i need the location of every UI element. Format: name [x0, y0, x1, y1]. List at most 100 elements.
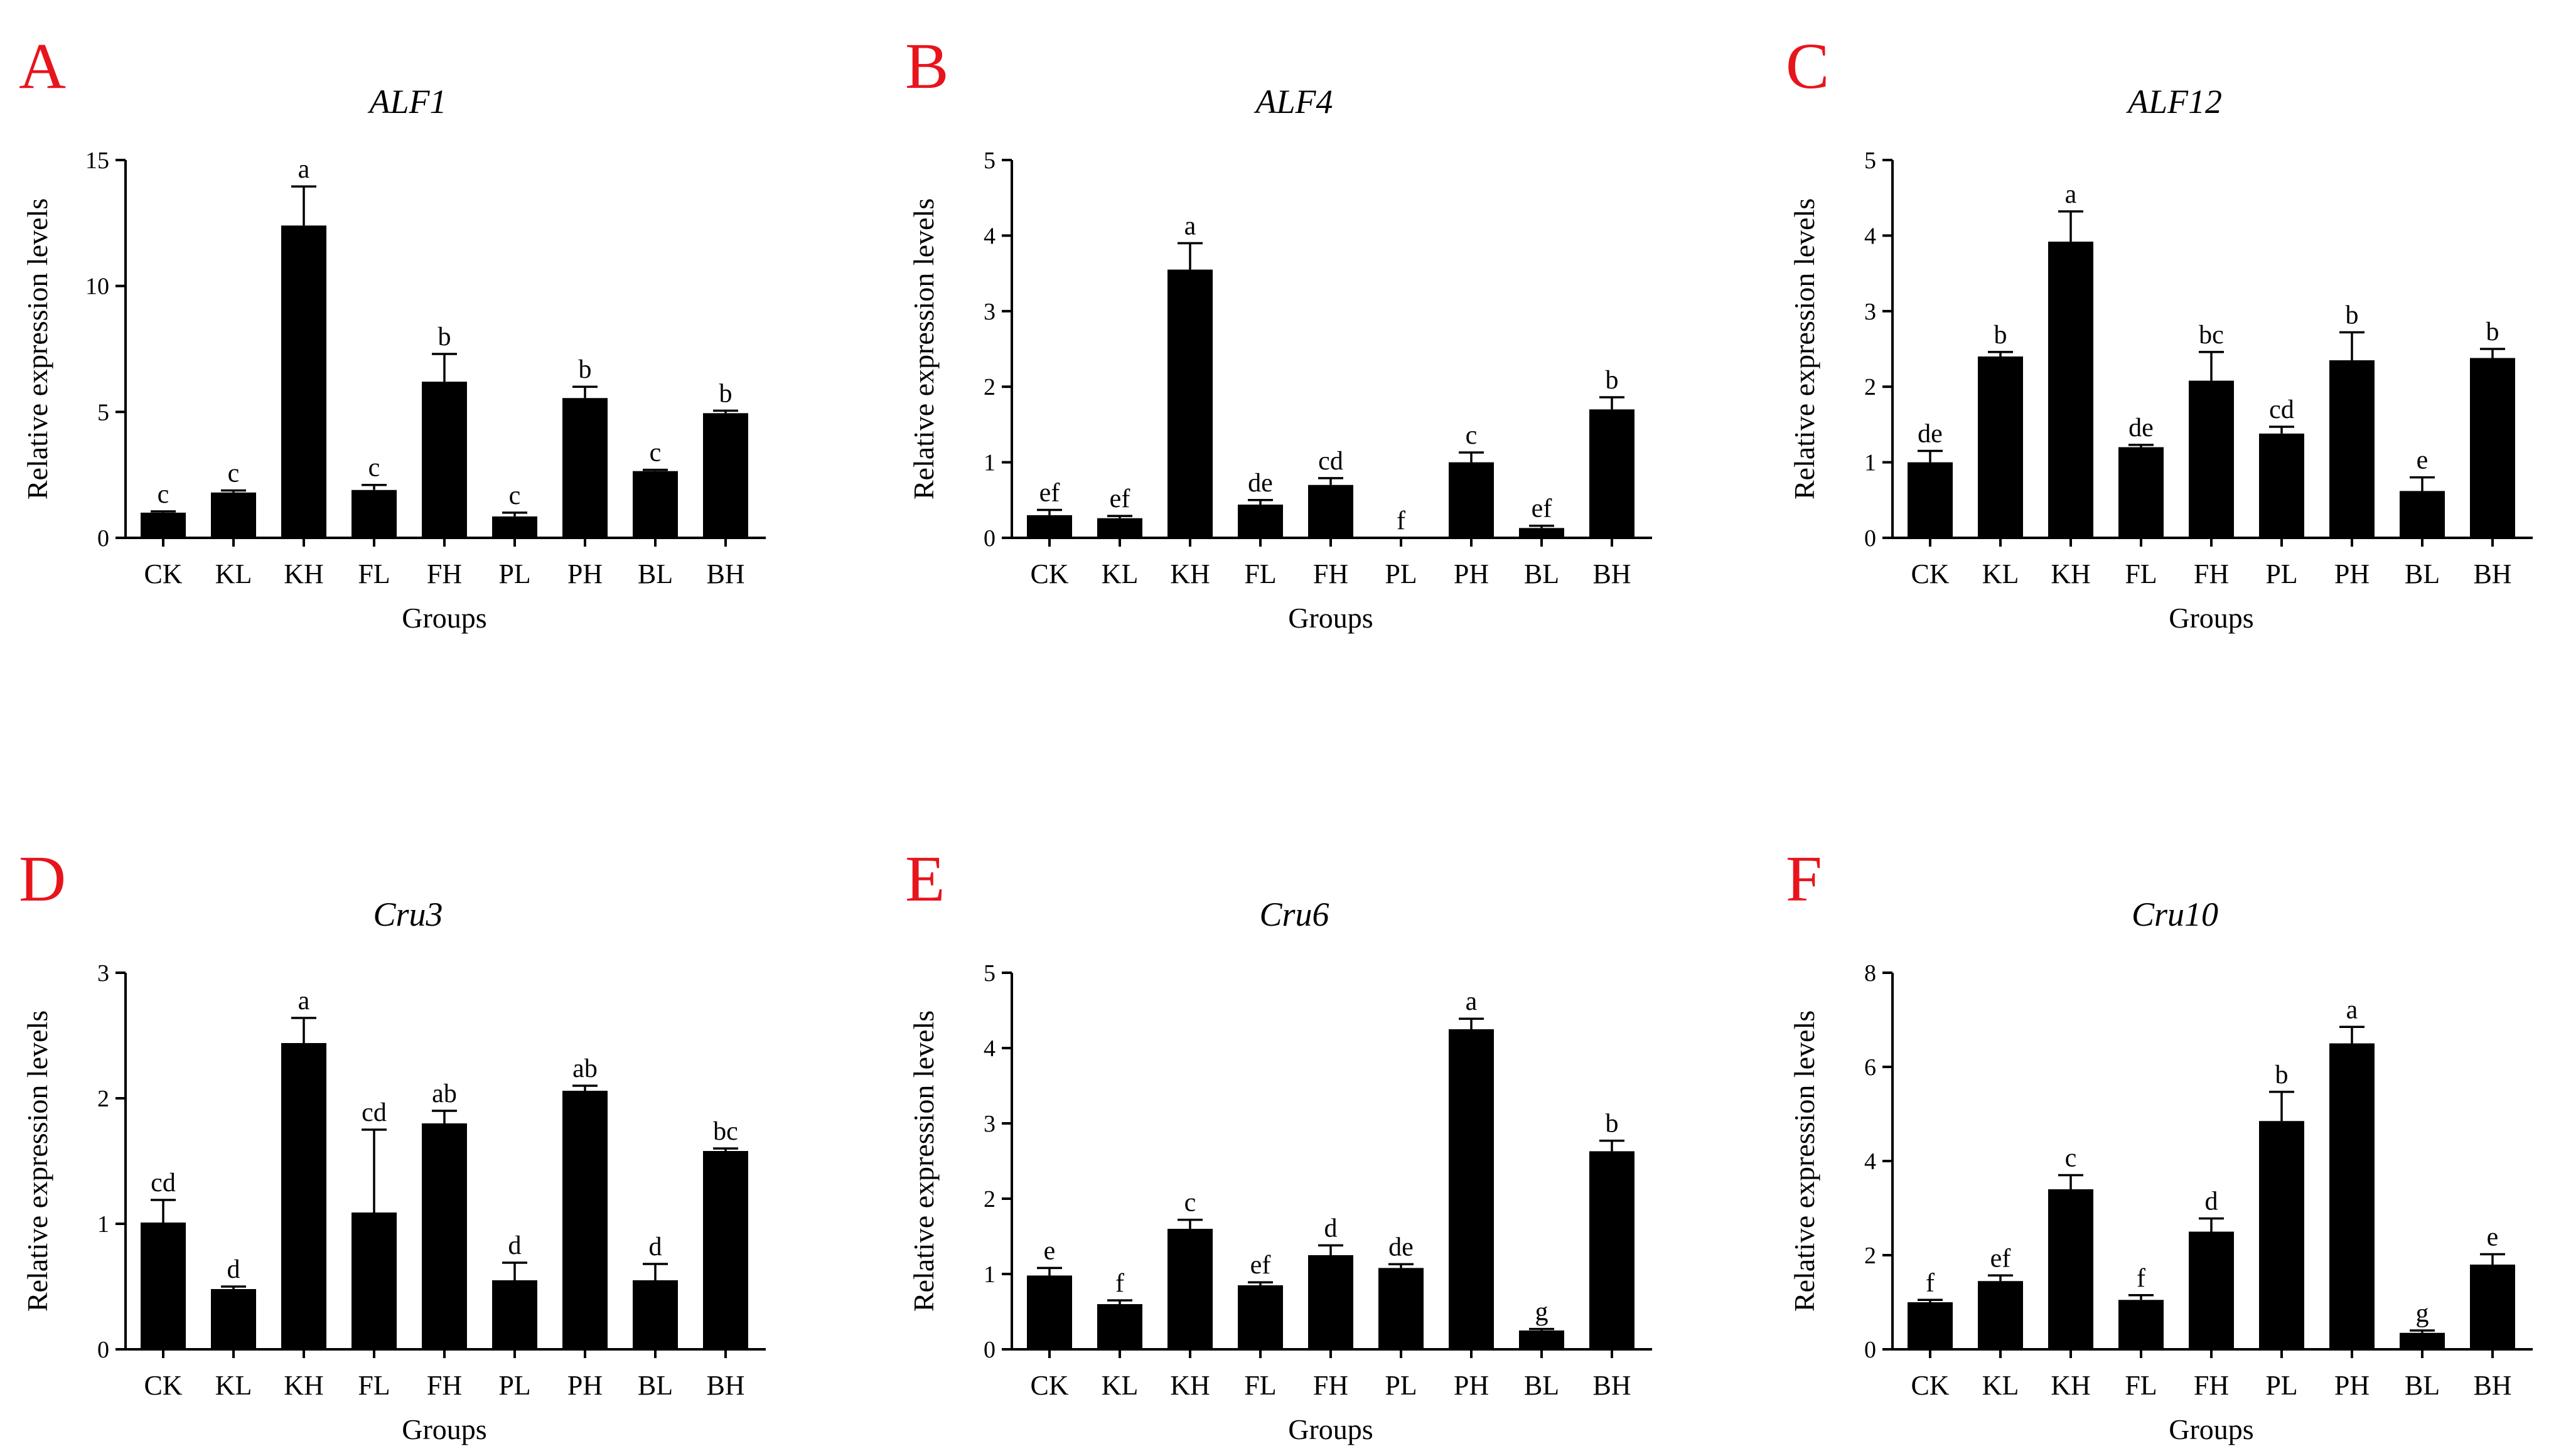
y-tick-label: 4: [984, 1036, 996, 1062]
category-label: FH: [1313, 559, 1348, 589]
category-label: PH: [567, 559, 603, 589]
panel-d: D Cru3 Relative expression levels 0 1 2 3 cd CK d…: [19, 843, 766, 1445]
chart-title: Cru3: [373, 896, 443, 933]
x-axis-title: Groups: [2169, 1413, 2253, 1445]
significance-label: de: [1388, 1233, 1414, 1261]
category-label: KH: [2051, 559, 2091, 589]
bar-bl: [1519, 528, 1564, 538]
significance-label: cd: [151, 1169, 176, 1197]
y-axis-title: Relative expression levels: [1788, 1010, 1820, 1312]
category-label: BH: [1592, 559, 1631, 589]
bar-bh: [703, 413, 748, 538]
bar-kl: [211, 492, 256, 538]
category-label: FH: [1313, 1370, 1348, 1401]
panel-letter: E: [905, 843, 945, 915]
bar-pl: [1378, 1268, 1424, 1349]
y-tick-label: 4: [1864, 223, 1876, 249]
category-label: CK: [1911, 1370, 1949, 1401]
bar-fl: [2118, 1300, 2164, 1349]
bar-fl: [2118, 447, 2164, 538]
x-axis-title: Groups: [1288, 1413, 1373, 1445]
significance-label: ef: [1532, 495, 1552, 523]
bar-ck: [141, 1223, 186, 1349]
significance-label: b: [438, 323, 451, 351]
y-tick-label: 2: [1864, 374, 1876, 400]
panel-letter: A: [19, 30, 66, 102]
bar-fl: [1238, 1285, 1283, 1349]
significance-label: ab: [572, 1054, 598, 1083]
bar-kh: [1167, 1229, 1213, 1349]
significance-label: c: [1466, 421, 1478, 450]
y-tick-label: 4: [1864, 1148, 1876, 1175]
bar-fh: [2189, 380, 2234, 538]
category-label: CK: [144, 1370, 182, 1401]
category-label: KL: [1102, 1370, 1139, 1401]
category-label: KH: [1170, 559, 1210, 589]
bar-ph: [562, 1091, 608, 1349]
category-label: KH: [284, 1370, 324, 1401]
significance-label: f: [1397, 506, 1405, 535]
bar-bl: [2400, 491, 2445, 538]
category-label: PH: [1454, 1370, 1489, 1401]
category-label: FH: [2194, 559, 2229, 589]
significance-label: cd: [2269, 395, 2294, 424]
x-axis-title: Groups: [402, 602, 486, 634]
category-label: BH: [706, 559, 744, 589]
y-axis-title: Relative expression levels: [908, 1010, 940, 1312]
category-label: KL: [1982, 1370, 2019, 1401]
chart-title: Cru10: [2132, 896, 2218, 933]
bar-ph: [1449, 462, 1494, 538]
y-tick-label: 4: [984, 223, 996, 249]
bar-bl: [2400, 1332, 2445, 1349]
y-tick-label: 6: [1864, 1054, 1876, 1081]
bar-kh: [281, 225, 326, 538]
y-tick-label: 0: [1864, 525, 1876, 552]
bar-ph: [2329, 360, 2375, 538]
category-label: BH: [1592, 1370, 1631, 1401]
category-label: PH: [567, 1370, 603, 1401]
significance-label: b: [1994, 321, 2007, 350]
bar-kl: [1978, 1281, 2023, 1349]
bar-ck: [141, 512, 186, 538]
category-label: FL: [358, 1370, 390, 1401]
panel-a: A ALF1 Relative expression levels 0 5 10 15 c CK…: [19, 30, 766, 634]
category-label: CK: [144, 559, 182, 589]
y-tick-label: 15: [85, 147, 109, 174]
bar-fh: [422, 382, 467, 538]
bar-ph: [562, 398, 608, 538]
significance-label: de: [2128, 414, 2154, 442]
bar-fh: [422, 1123, 467, 1349]
significance-label: ef: [1039, 478, 1060, 507]
significance-label: g: [1535, 1298, 1549, 1327]
bar-pl: [2259, 1121, 2304, 1349]
category-label: KL: [215, 559, 252, 589]
significance-label: b: [2275, 1061, 2289, 1089]
bar-kh: [2048, 242, 2093, 538]
significance-label: a: [2346, 995, 2358, 1024]
significance-label: c: [2065, 1144, 2077, 1173]
category-label: KL: [215, 1370, 252, 1401]
category-label: FL: [2125, 1370, 2157, 1401]
category-label: BH: [2473, 1370, 2511, 1401]
category-label: PH: [2334, 559, 2370, 589]
significance-label: d: [2205, 1187, 2218, 1216]
panel-letter: F: [1786, 843, 1822, 915]
significance-label: b: [1606, 366, 1619, 395]
y-tick-label: 1: [984, 1261, 996, 1288]
bar-fh: [1308, 1255, 1353, 1349]
bar-kl: [1097, 518, 1142, 538]
bar-bh: [1589, 1151, 1634, 1349]
y-tick-label: 2: [1864, 1243, 1876, 1269]
significance-label: a: [1184, 211, 1196, 240]
y-tick-label: 5: [97, 399, 109, 426]
significance-label: g: [2416, 1299, 2429, 1328]
significance-label: f: [2137, 1264, 2145, 1293]
bar-bl: [1519, 1330, 1564, 1349]
category-label: KH: [1170, 1370, 1210, 1401]
x-axis-title: Groups: [2169, 602, 2253, 634]
chart-title: ALF12: [2126, 83, 2222, 120]
bar-bh: [2470, 358, 2515, 538]
bar-ck: [1908, 1302, 1953, 1349]
y-axis-title: Relative expression levels: [21, 1010, 53, 1312]
y-tick-label: 0: [97, 1337, 109, 1363]
